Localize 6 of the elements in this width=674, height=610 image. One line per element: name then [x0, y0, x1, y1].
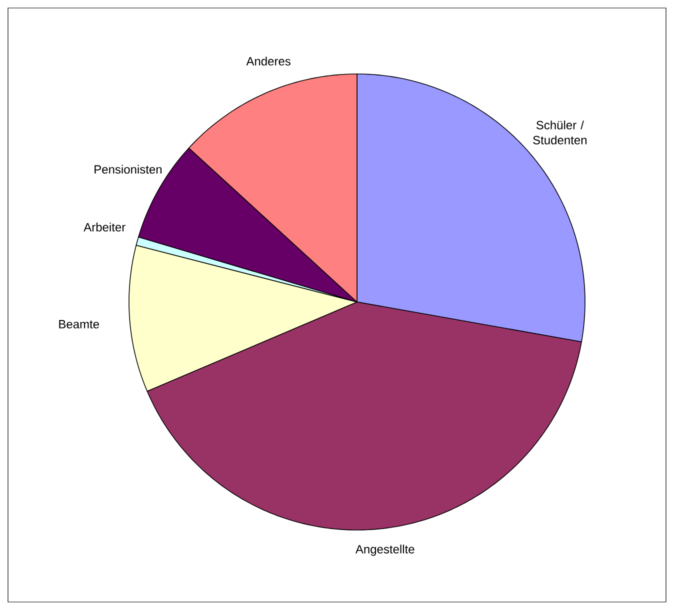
slice-label: Beamte [59, 320, 99, 328]
slice-label: Angestellte [355, 544, 414, 556]
slice-label: Pensionisten [94, 164, 162, 174]
slice-label: Anderes [246, 56, 290, 66]
slice-label: Schüler / Studenten [533, 120, 586, 144]
slice-label: Arbeiter [84, 222, 126, 232]
